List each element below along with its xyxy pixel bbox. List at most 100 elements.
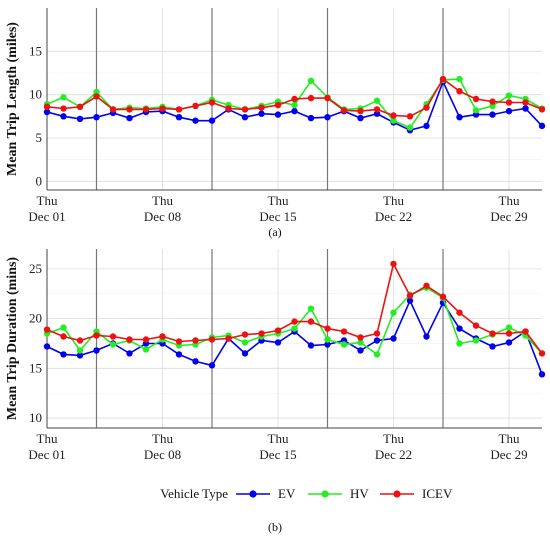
legend-label-icev: ICEV (422, 486, 453, 501)
data-point-ev (258, 110, 265, 117)
data-point-icev (126, 106, 133, 113)
data-point-icev (373, 330, 381, 337)
x-tick-label-date: Dec 08 (144, 209, 181, 224)
data-point-icev (43, 103, 51, 111)
data-point-ev (175, 351, 183, 358)
data-point-ev (406, 297, 414, 304)
data-point-hv (291, 325, 298, 332)
data-point-ev (538, 371, 546, 378)
data-point-icev (60, 333, 67, 340)
x-tick-label-day: Thu (37, 193, 58, 208)
data-point-icev (175, 106, 183, 113)
data-point-icev (225, 105, 232, 112)
data-point-hv (505, 92, 513, 99)
data-point-icev (76, 103, 84, 111)
data-point-icev (307, 318, 315, 325)
data-point-ev (274, 111, 282, 118)
x-tick-label-day: Thu (383, 431, 404, 446)
data-point-icev (357, 107, 364, 115)
y-tick-label: 20 (29, 311, 42, 326)
data-point-ev (76, 115, 84, 123)
data-point-icev (109, 106, 117, 113)
data-point-icev (43, 326, 51, 333)
data-point-ev (241, 350, 249, 357)
data-point-icev (291, 318, 298, 325)
data-point-icev (472, 95, 480, 103)
data-point-hv (291, 101, 298, 109)
data-point-icev (489, 330, 496, 337)
y-tick-label: 10 (29, 410, 42, 425)
data-point-icev (274, 327, 282, 334)
legend-marker-icev (393, 490, 401, 498)
data-point-ev (505, 107, 513, 115)
data-point-ev (357, 347, 364, 354)
data-point-ev (126, 350, 133, 357)
data-point-icev (208, 99, 216, 106)
data-point-icev (423, 104, 430, 111)
x-tick-label-date: Dec 15 (259, 209, 296, 224)
data-point-icev (357, 334, 364, 341)
legend-marker-ev (249, 490, 257, 498)
y-tick-label: 15 (29, 43, 42, 58)
data-point-ev (505, 339, 513, 346)
data-point-icev (456, 88, 463, 95)
data-point-icev (324, 325, 331, 332)
x-tick-label-date: Dec 01 (28, 209, 65, 224)
data-point-ev (208, 117, 216, 124)
data-point-ev (60, 113, 67, 120)
data-point-ev (456, 114, 463, 121)
data-point-hv (472, 107, 480, 114)
panel-label: (b) (268, 520, 282, 534)
data-point-hv (373, 351, 381, 358)
data-point-ev (175, 114, 183, 121)
data-point-icev (406, 292, 414, 299)
data-point-hv (307, 77, 315, 85)
x-tick-label-date: Dec 22 (375, 209, 412, 224)
y-axis-title: Mean Trip Length (miles) (5, 22, 20, 176)
data-point-icev (225, 335, 232, 342)
data-point-icev (340, 107, 348, 114)
data-point-ev (357, 114, 364, 122)
data-point-ev (60, 351, 67, 358)
data-point-icev (93, 93, 100, 100)
data-point-ev (192, 358, 199, 365)
data-point-hv (390, 309, 397, 316)
y-tick-label: 15 (29, 360, 42, 375)
data-point-icev (472, 322, 480, 329)
data-point-icev (390, 112, 397, 119)
data-point-hv (373, 97, 381, 104)
data-point-icev (439, 75, 447, 83)
x-tick-label-day: Thu (383, 193, 404, 208)
x-tick-label-date: Dec 29 (490, 447, 527, 462)
x-tick-label-date: Dec 29 (490, 209, 527, 224)
data-point-icev (538, 350, 546, 357)
data-point-icev (373, 106, 381, 113)
data-point-icev (126, 336, 133, 343)
x-tick-label-date: Dec 15 (259, 447, 296, 462)
data-point-ev (522, 105, 529, 112)
data-point-ev (93, 114, 100, 121)
x-tick-label-day: Thu (268, 431, 289, 446)
data-point-icev (142, 336, 150, 343)
data-point-icev (489, 98, 496, 105)
data-point-ev (489, 111, 496, 118)
data-point-icev (241, 331, 249, 338)
data-point-icev (307, 94, 315, 102)
data-point-ev (324, 114, 331, 121)
data-point-hv (109, 341, 117, 348)
data-point-icev (192, 102, 199, 110)
y-tick-label: 0 (36, 173, 43, 188)
data-point-ev (390, 335, 397, 342)
data-point-icev (175, 338, 183, 345)
x-tick-label-day: Thu (268, 193, 289, 208)
data-point-icev (274, 101, 282, 109)
data-point-icev (406, 113, 414, 120)
data-point-icev (241, 106, 249, 113)
data-point-ev (423, 333, 430, 340)
data-point-hv (60, 94, 67, 101)
data-point-icev (324, 94, 331, 102)
data-point-ev (324, 341, 331, 348)
